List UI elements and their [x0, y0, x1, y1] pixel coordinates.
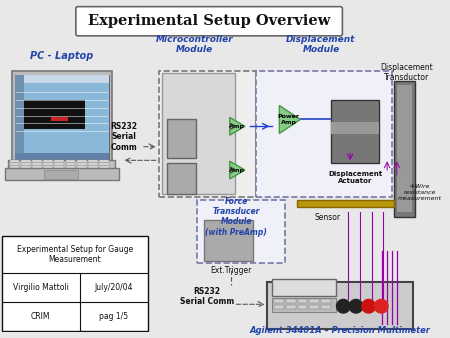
- Bar: [66, 160, 76, 162]
- Circle shape: [349, 299, 363, 313]
- Circle shape: [362, 299, 375, 313]
- Bar: [99, 160, 109, 162]
- Text: pag 1/5: pag 1/5: [99, 312, 128, 321]
- Bar: [256, 71, 392, 197]
- Bar: [286, 305, 296, 309]
- Circle shape: [337, 299, 350, 313]
- Text: Virgilio Mattoli: Virgilio Mattoli: [13, 283, 69, 292]
- Text: 4-Wire
resistance
measurement: 4-Wire resistance measurement: [398, 184, 442, 201]
- Bar: [32, 163, 42, 165]
- Text: Force
Transducer
Module
(with PreAmp): Force Transducer Module (with PreAmp): [205, 197, 267, 237]
- Bar: [321, 299, 331, 303]
- Bar: [66, 163, 76, 165]
- Bar: [43, 163, 53, 165]
- Polygon shape: [230, 161, 245, 179]
- Bar: [54, 166, 64, 168]
- Bar: [204, 220, 253, 261]
- Text: Power
Amp: Power Amp: [278, 114, 300, 125]
- Bar: [77, 163, 86, 165]
- Bar: [198, 200, 285, 263]
- Text: Experimental Setup Overview: Experimental Setup Overview: [88, 14, 330, 28]
- Text: RS232
Serial
Comm: RS232 Serial Comm: [110, 122, 137, 152]
- Bar: [272, 279, 336, 296]
- Bar: [77, 166, 86, 168]
- Text: Microcontroller
Module: Microcontroller Module: [156, 35, 234, 54]
- Bar: [397, 86, 412, 212]
- Bar: [88, 160, 98, 162]
- Bar: [309, 299, 319, 303]
- Text: RS232
Serial Comm: RS232 Serial Comm: [180, 287, 234, 306]
- Bar: [286, 299, 296, 303]
- Bar: [2, 236, 148, 331]
- FancyBboxPatch shape: [76, 7, 342, 36]
- Bar: [66, 166, 76, 168]
- Text: Amp: Amp: [230, 124, 245, 129]
- Bar: [14, 75, 24, 160]
- Text: July/20/04: July/20/04: [94, 283, 133, 292]
- Text: Amp: Amp: [230, 168, 245, 173]
- Bar: [10, 166, 19, 168]
- Circle shape: [374, 299, 388, 313]
- Text: Sensor: Sensor: [315, 213, 341, 222]
- Bar: [88, 163, 98, 165]
- Bar: [331, 100, 379, 163]
- Bar: [88, 166, 98, 168]
- Bar: [44, 170, 78, 179]
- Bar: [99, 163, 109, 165]
- Bar: [10, 160, 19, 162]
- Bar: [77, 160, 86, 162]
- Bar: [321, 305, 331, 309]
- Bar: [21, 163, 31, 165]
- Bar: [274, 305, 284, 309]
- Bar: [167, 163, 197, 194]
- Bar: [99, 166, 109, 168]
- Bar: [5, 168, 119, 180]
- Bar: [50, 117, 68, 121]
- Bar: [24, 100, 85, 129]
- Bar: [43, 166, 53, 168]
- Polygon shape: [279, 105, 300, 134]
- Text: Experimental Setup for Gauge
Measurement: Experimental Setup for Gauge Measurement: [17, 245, 133, 264]
- Text: CRIM: CRIM: [31, 312, 50, 321]
- Text: PC - Laptop: PC - Laptop: [30, 51, 93, 61]
- Bar: [272, 298, 336, 312]
- Bar: [21, 166, 31, 168]
- Text: Displacement
Transductor: Displacement Transductor: [380, 63, 433, 82]
- Bar: [162, 73, 235, 194]
- Text: Agilent 34401A – Precision Multimeter: Agilent 34401A – Precision Multimeter: [250, 326, 431, 335]
- Bar: [14, 75, 109, 160]
- Bar: [54, 163, 64, 165]
- Bar: [297, 200, 394, 207]
- Bar: [274, 299, 284, 303]
- Bar: [309, 305, 319, 309]
- Text: Displacement
Module: Displacement Module: [286, 35, 356, 54]
- Bar: [8, 160, 115, 170]
- Bar: [32, 160, 42, 162]
- Bar: [54, 160, 64, 162]
- Bar: [21, 160, 31, 162]
- Text: Ext.Trigger: Ext.Trigger: [210, 266, 251, 275]
- Bar: [167, 119, 197, 159]
- Bar: [331, 122, 379, 134]
- Bar: [297, 299, 307, 303]
- Bar: [12, 71, 112, 163]
- Bar: [10, 163, 19, 165]
- Bar: [14, 75, 109, 83]
- Bar: [14, 152, 109, 160]
- Bar: [32, 166, 42, 168]
- Bar: [267, 282, 414, 329]
- Polygon shape: [230, 117, 245, 135]
- Bar: [297, 305, 307, 309]
- Bar: [43, 160, 53, 162]
- Text: Displacement
Actuator: Displacement Actuator: [328, 171, 382, 184]
- Bar: [394, 80, 415, 217]
- Bar: [158, 71, 256, 197]
